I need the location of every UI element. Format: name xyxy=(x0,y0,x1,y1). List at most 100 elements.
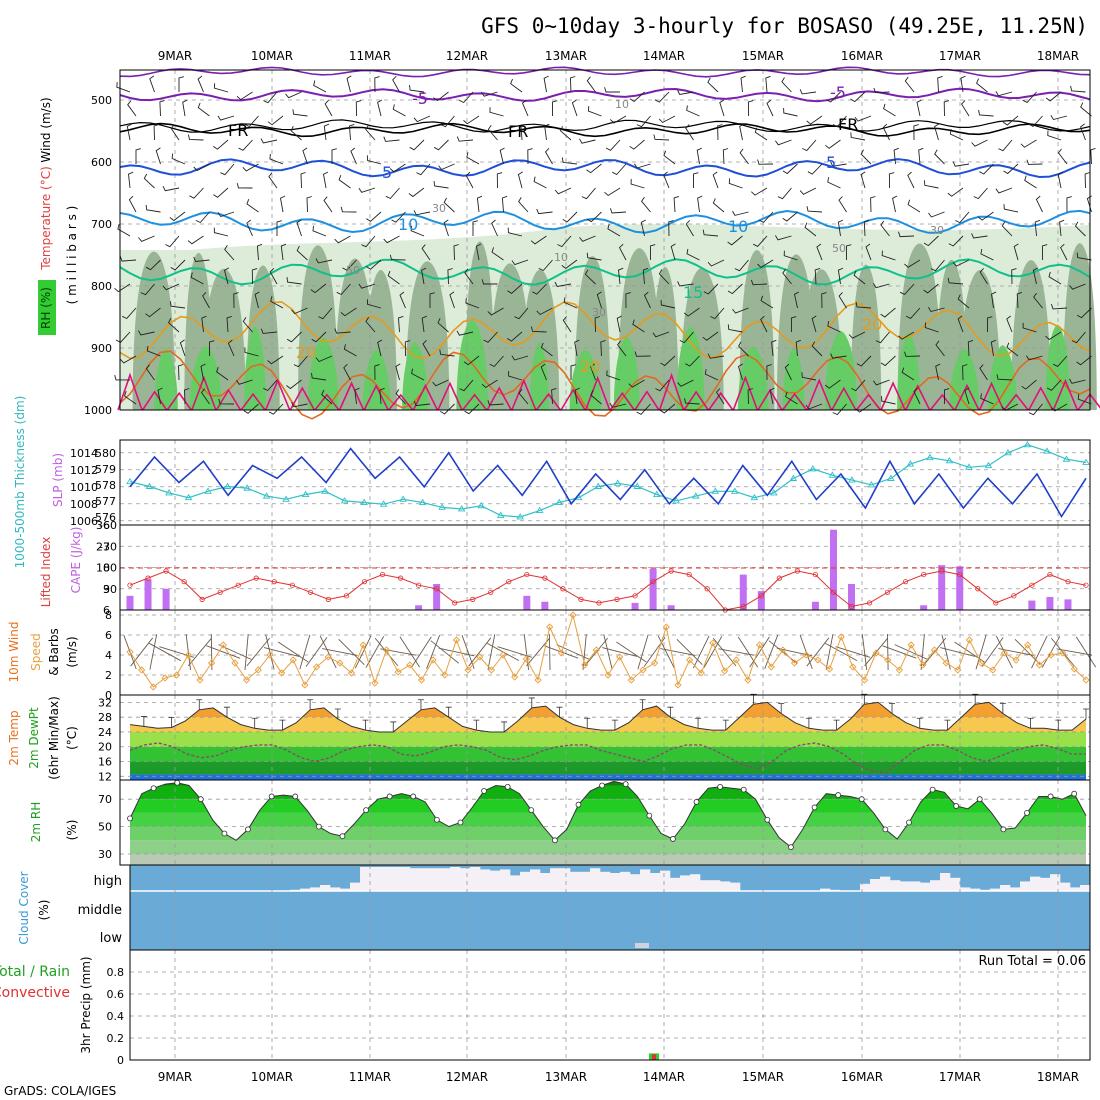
slp-tick-label: 1012 xyxy=(70,464,98,477)
wind-barb xyxy=(765,75,771,93)
wind-barb xyxy=(355,100,362,117)
contour-label: 5 xyxy=(826,153,836,172)
wind10-barb xyxy=(246,637,270,667)
wind-barb xyxy=(213,227,229,237)
wind-barb xyxy=(686,105,700,117)
cloud-high-bar xyxy=(560,868,571,891)
wind-barb xyxy=(584,269,596,285)
rh-shading-blob xyxy=(307,337,339,410)
wind-barb xyxy=(511,355,529,361)
li-marker xyxy=(560,586,566,592)
rh2m-marker xyxy=(292,793,299,800)
cape-label: CAPE (J/kg) xyxy=(69,527,83,594)
wind10-tick-label: 6 xyxy=(105,629,112,642)
wind-barb xyxy=(1076,307,1092,319)
wind-barb xyxy=(790,316,797,333)
cloud-high-bar xyxy=(890,880,901,891)
thickness-marker xyxy=(652,490,661,497)
cloud-high-bar xyxy=(620,871,631,891)
rh2m-marker xyxy=(551,837,558,844)
temp-whisker xyxy=(417,699,424,710)
wind-barb xyxy=(870,196,876,213)
wind10-label-2: Speed xyxy=(29,633,43,671)
temperature-contour xyxy=(119,209,1091,234)
wind10-marker xyxy=(1059,649,1067,657)
temp-whisker xyxy=(667,706,674,718)
wind-barb xyxy=(128,195,137,213)
bottom-date-label: 16MAR xyxy=(841,1070,883,1084)
li-marker xyxy=(993,600,999,606)
rh-shading-top xyxy=(120,224,1090,270)
wind-barb xyxy=(404,340,411,357)
temp-tick-label: 28 xyxy=(98,711,112,724)
wind-barb xyxy=(195,211,210,224)
wind-barb xyxy=(481,279,498,285)
wind-barb xyxy=(973,187,988,200)
wind-barb xyxy=(587,106,602,117)
wind-barb xyxy=(140,283,155,296)
wind-barb xyxy=(311,331,327,343)
cloud-high-bar xyxy=(330,887,341,891)
wind-barb xyxy=(928,306,945,313)
wind-barb xyxy=(677,379,694,387)
wind-barb xyxy=(244,115,259,128)
wind-barb xyxy=(737,363,743,381)
wind10-barb xyxy=(305,637,328,667)
wind-barb xyxy=(1034,219,1041,237)
wind-barb xyxy=(574,339,580,357)
rh2m-panel: 70 50 30 2m RH (%) xyxy=(29,779,1091,866)
wind-barb xyxy=(216,367,229,381)
li-marker xyxy=(776,575,782,581)
wind-barb xyxy=(200,363,206,381)
thickness-marker xyxy=(809,464,817,472)
wind-barb xyxy=(848,331,866,339)
wind10-barb xyxy=(1056,648,1093,656)
thickness-marker xyxy=(145,482,154,489)
wind-barb xyxy=(949,129,964,141)
cloud-high-bar xyxy=(340,888,351,891)
wind-barb xyxy=(286,331,302,343)
wind-barb xyxy=(193,163,210,172)
wind-barb xyxy=(315,355,333,363)
cape-bar xyxy=(829,529,837,610)
li-marker xyxy=(416,582,422,588)
wind10-barb xyxy=(887,633,889,671)
li-marker xyxy=(596,600,602,606)
wind-barb xyxy=(169,301,186,309)
wind-barb xyxy=(489,355,504,368)
wind-barb xyxy=(1002,115,1019,126)
wind-barb xyxy=(213,139,229,150)
wind-barb xyxy=(227,339,235,357)
wind-barb xyxy=(331,148,337,164)
precip-panel: 0.8 0.6 0.4 0.2 0 Run Total = 0.06 Total / R… xyxy=(0,949,1091,1067)
wind-barb xyxy=(660,355,676,367)
thickness-tick-label: 576 xyxy=(95,511,116,524)
cloud-high-bar xyxy=(530,869,541,891)
rh2m-marker xyxy=(197,796,204,803)
upper-label-wind: Wind (m/s) xyxy=(39,97,53,162)
wind-barb xyxy=(653,134,670,141)
upper-label-mb: ( m i l l i b a r s ) xyxy=(65,206,79,305)
wind-barb xyxy=(898,231,915,238)
cloud-high-bar xyxy=(970,888,981,891)
temp-whisker xyxy=(722,719,729,731)
wind-barb xyxy=(117,224,131,237)
cloud-high-bar xyxy=(570,871,581,891)
wind-barb xyxy=(507,227,523,237)
cape-bars xyxy=(126,529,1072,610)
wind-barb xyxy=(270,296,284,309)
thickness-marker xyxy=(633,482,642,489)
wind-barb xyxy=(296,245,308,261)
wind-barb xyxy=(472,220,478,236)
wind-barb xyxy=(1070,85,1086,93)
li-tick-label: 3 xyxy=(103,583,110,596)
wind10-barb xyxy=(981,637,1004,667)
wind-barb xyxy=(260,138,278,144)
cloud-high-bar xyxy=(960,887,971,891)
wind10-barb xyxy=(657,635,675,669)
thickness-marker xyxy=(1043,447,1051,454)
wind-barb xyxy=(579,235,596,242)
li-marker xyxy=(199,596,205,602)
temp-whisker xyxy=(473,719,480,731)
